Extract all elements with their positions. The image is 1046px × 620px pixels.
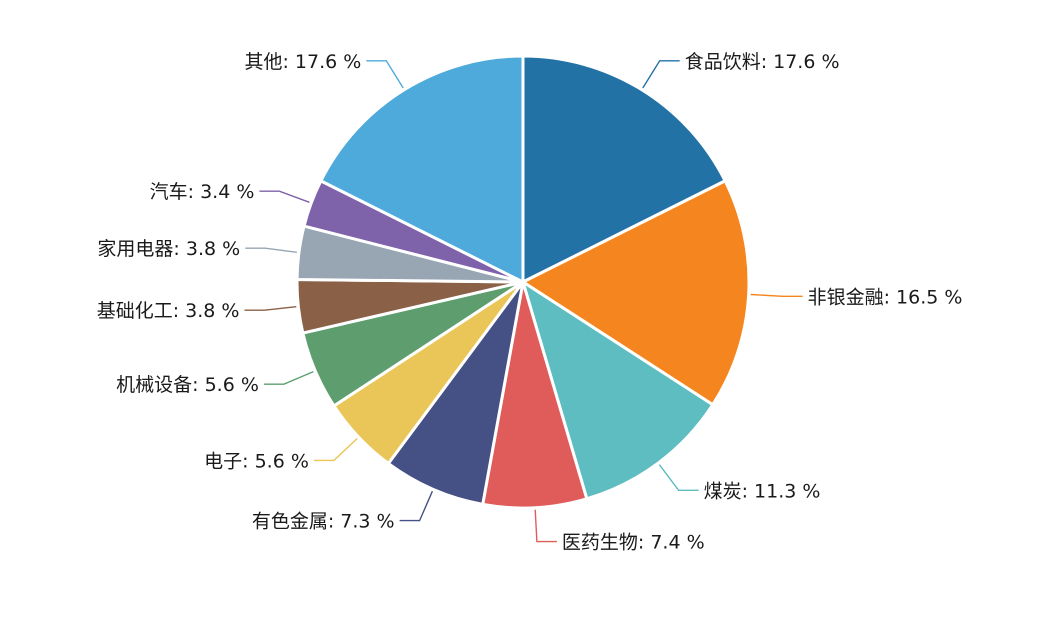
pie-slice-5[interactable] (386, 280, 525, 506)
slice-label-5: 有色金属: 7.3 % (252, 511, 395, 533)
slice-label-7: 机械设备: 5.6 % (116, 374, 259, 396)
pie-slices (295, 54, 751, 510)
slice-label-4: 医药生物: 7.4 % (562, 532, 705, 554)
slice-label-3: 煤炭: 11.3 % (704, 480, 821, 502)
slice-label-6: 电子: 5.6 % (204, 450, 309, 472)
slice-label-8: 基础化工: 3.8 % (97, 300, 240, 322)
pie-slice-1[interactable] (521, 54, 727, 284)
slice-label-1: 食品饮料: 17.6 % (685, 51, 840, 73)
leader-line-3 (658, 464, 699, 491)
pie-slice-3[interactable] (521, 280, 715, 501)
leader-line-1 (642, 60, 680, 89)
leader-line-11 (366, 60, 404, 89)
pie-slice-4[interactable] (481, 280, 589, 510)
pie-slice-11[interactable] (319, 54, 525, 284)
slice-label-2: 非银金融: 16.5 % (808, 286, 963, 308)
leader-line-4 (534, 509, 557, 543)
leader-line-9 (245, 247, 297, 253)
leader-line-8 (244, 306, 297, 311)
leader-line-2 (750, 293, 803, 297)
slice-label-9: 家用电器: 3.8 % (97, 238, 240, 260)
leader-line-10 (259, 190, 310, 203)
leader-lines (244, 60, 803, 543)
pie-slice-2[interactable] (521, 179, 751, 407)
slice-label-10: 汽车: 3.4 % (150, 181, 255, 203)
slice-label-11: 其他: 17.6 % (244, 51, 361, 73)
leader-line-5 (399, 490, 434, 522)
slice-labels: 食品饮料: 17.6 % 非银金融: 16.5 % 煤炭: 11.3 % 医药生物: … (97, 51, 963, 554)
leader-line-7 (263, 370, 314, 385)
leader-line-6 (313, 437, 358, 462)
